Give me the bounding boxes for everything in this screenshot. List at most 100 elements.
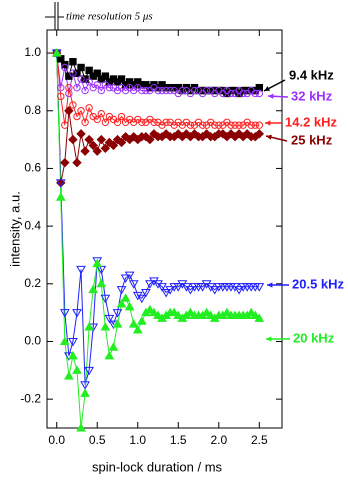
- data-point: [178, 86, 187, 95]
- data-point: [202, 86, 211, 95]
- legend-label: 9.4 kHz: [289, 67, 334, 82]
- y-tick-label: 0.8: [24, 103, 41, 117]
- data-point: [80, 146, 90, 156]
- data-point: [201, 280, 212, 289]
- data-point: [92, 257, 103, 266]
- data-point: [100, 143, 111, 153]
- data-point: [215, 121, 223, 129]
- data-point: [222, 307, 232, 317]
- time-resolution-marker: [45, 2, 64, 30]
- data-point: [72, 309, 82, 318]
- data-point: [138, 86, 146, 95]
- data-point: [227, 121, 235, 129]
- data-point: [68, 337, 78, 347]
- data-point: [120, 132, 131, 142]
- data-point: [101, 72, 110, 80]
- data-point: [254, 283, 265, 292]
- data-point: [88, 140, 98, 151]
- x-tick-label: 0.5: [89, 433, 106, 447]
- data-point: [57, 83, 65, 92]
- data-point: [166, 86, 174, 95]
- data-point: [201, 307, 212, 317]
- data-point: [108, 342, 119, 351]
- data-point: [101, 118, 110, 126]
- data-point: [149, 307, 159, 317]
- data-point: [69, 58, 77, 66]
- data-point: [149, 277, 159, 286]
- data-point: [105, 83, 114, 92]
- data-point: [77, 107, 85, 115]
- data-point: [104, 314, 115, 324]
- y-tick-label: -0.2: [20, 391, 41, 405]
- data-point: [73, 69, 81, 77]
- data-point: [69, 101, 77, 109]
- data-point: [61, 121, 69, 129]
- data-point: [116, 298, 127, 308]
- y-tick-label: 0.2: [24, 276, 41, 290]
- data-point: [124, 301, 135, 311]
- data-point: [120, 293, 131, 302]
- data-point: [153, 310, 163, 320]
- data-point: [93, 69, 101, 77]
- data-point: [255, 121, 264, 129]
- data-point: [81, 118, 89, 126]
- data-point: [80, 381, 90, 390]
- y-tick-label: 1.0: [24, 45, 41, 59]
- data-point: [250, 310, 261, 320]
- data-point: [181, 283, 192, 292]
- data-point: [247, 121, 255, 129]
- data-point: [92, 146, 102, 156]
- data-point: [255, 83, 264, 92]
- data-point: [231, 121, 239, 129]
- data-point: [153, 280, 163, 289]
- data-point: [96, 278, 107, 288]
- data-point: [161, 288, 171, 298]
- data-point: [246, 307, 257, 317]
- data-point: [173, 283, 184, 292]
- data-point: [158, 86, 166, 95]
- data-point: [128, 280, 139, 289]
- data-point: [80, 388, 90, 397]
- series-line: [56, 53, 260, 385]
- data-point: [73, 83, 81, 92]
- data-point: [84, 322, 94, 331]
- legend-label: 25 kHz: [291, 132, 333, 147]
- data-point: [85, 78, 93, 86]
- data-point: [205, 310, 216, 320]
- data-point: [145, 134, 155, 145]
- data-point: [100, 294, 111, 304]
- data-point: [59, 309, 70, 318]
- data-point: [77, 63, 85, 72]
- data-point: [96, 134, 107, 145]
- data-point: [64, 371, 74, 380]
- data-point: [69, 69, 77, 77]
- data-point: [64, 106, 74, 116]
- legend-arrowhead: [265, 120, 271, 126]
- data-point: [165, 286, 176, 295]
- data-point: [88, 284, 99, 294]
- data-point: [117, 75, 126, 83]
- data-point: [254, 313, 265, 322]
- data-point: [198, 121, 207, 129]
- data-point: [85, 104, 93, 112]
- data-point: [234, 286, 244, 295]
- legend-arrowhead: [266, 134, 272, 140]
- series-line: [56, 53, 260, 429]
- legend-arrowhead: [268, 93, 274, 99]
- data-point: [65, 83, 73, 92]
- data-point: [197, 283, 208, 292]
- data-point: [77, 75, 85, 83]
- data-point: [154, 86, 162, 95]
- data-point: [60, 157, 70, 168]
- x-axis-title: spin-lock duration / ms: [92, 459, 223, 474]
- data-point: [145, 280, 155, 289]
- data-point: [76, 422, 86, 432]
- data-point: [185, 286, 196, 295]
- x-tick-label: 0.0: [48, 433, 65, 447]
- data-point: [84, 134, 94, 145]
- data-point: [59, 336, 70, 345]
- data-point: [145, 304, 155, 314]
- data-point: [251, 121, 259, 129]
- legend-label: 14.2 kHz: [285, 114, 338, 129]
- plot-frame: [46, 29, 283, 429]
